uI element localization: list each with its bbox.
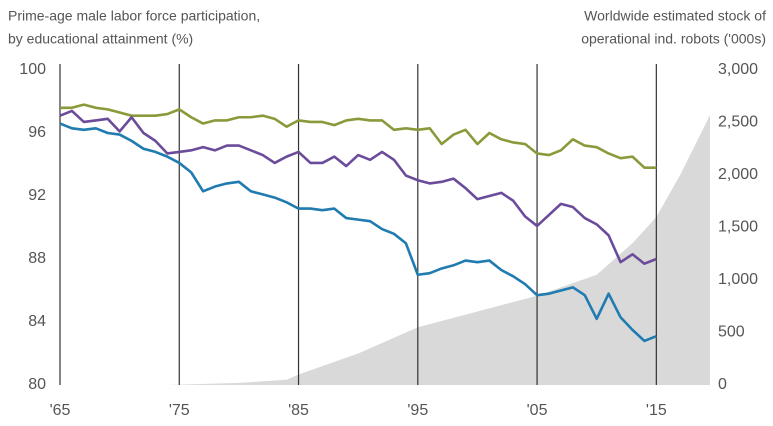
y-tick-label: 84 — [28, 313, 46, 330]
y-tick-label: 100 — [19, 61, 46, 78]
y2-tick-label: 2,500 — [718, 114, 758, 131]
y2-axis-title: operational ind. robots ('000s) — [581, 31, 766, 47]
y2-axis-title: Worldwide estimated stock of — [584, 8, 766, 24]
y-tick-label: 92 — [28, 187, 46, 204]
y2-tick-label: 2,000 — [718, 166, 758, 183]
series-line — [60, 103, 657, 169]
x-tick-label: '85 — [288, 402, 309, 419]
y2-tick-label: 1,000 — [718, 271, 758, 288]
y-tick-label: 96 — [28, 124, 46, 141]
x-tick-label: '65 — [50, 402, 71, 419]
x-tick-label: '95 — [407, 402, 428, 419]
x-tick-label: '75 — [169, 402, 190, 419]
y-axis-title: Prime-age male labor force participation… — [8, 8, 260, 24]
x-tick-label: '15 — [646, 402, 667, 419]
y2-tick-label: 1,500 — [718, 219, 758, 236]
robot-stock-area — [167, 115, 710, 386]
y2-tick-label: 3,000 — [718, 61, 758, 78]
y2-tick-label: 500 — [718, 324, 745, 341]
series-line — [59, 122, 657, 343]
x-tick-label: '05 — [527, 402, 548, 419]
y2-tick-label: 0 — [718, 376, 727, 393]
y-tick-label: 80 — [28, 376, 46, 393]
series-line — [59, 109, 657, 266]
y-axis-title: by educational attainment (%) — [8, 31, 193, 47]
y-tick-label: 88 — [28, 250, 46, 267]
